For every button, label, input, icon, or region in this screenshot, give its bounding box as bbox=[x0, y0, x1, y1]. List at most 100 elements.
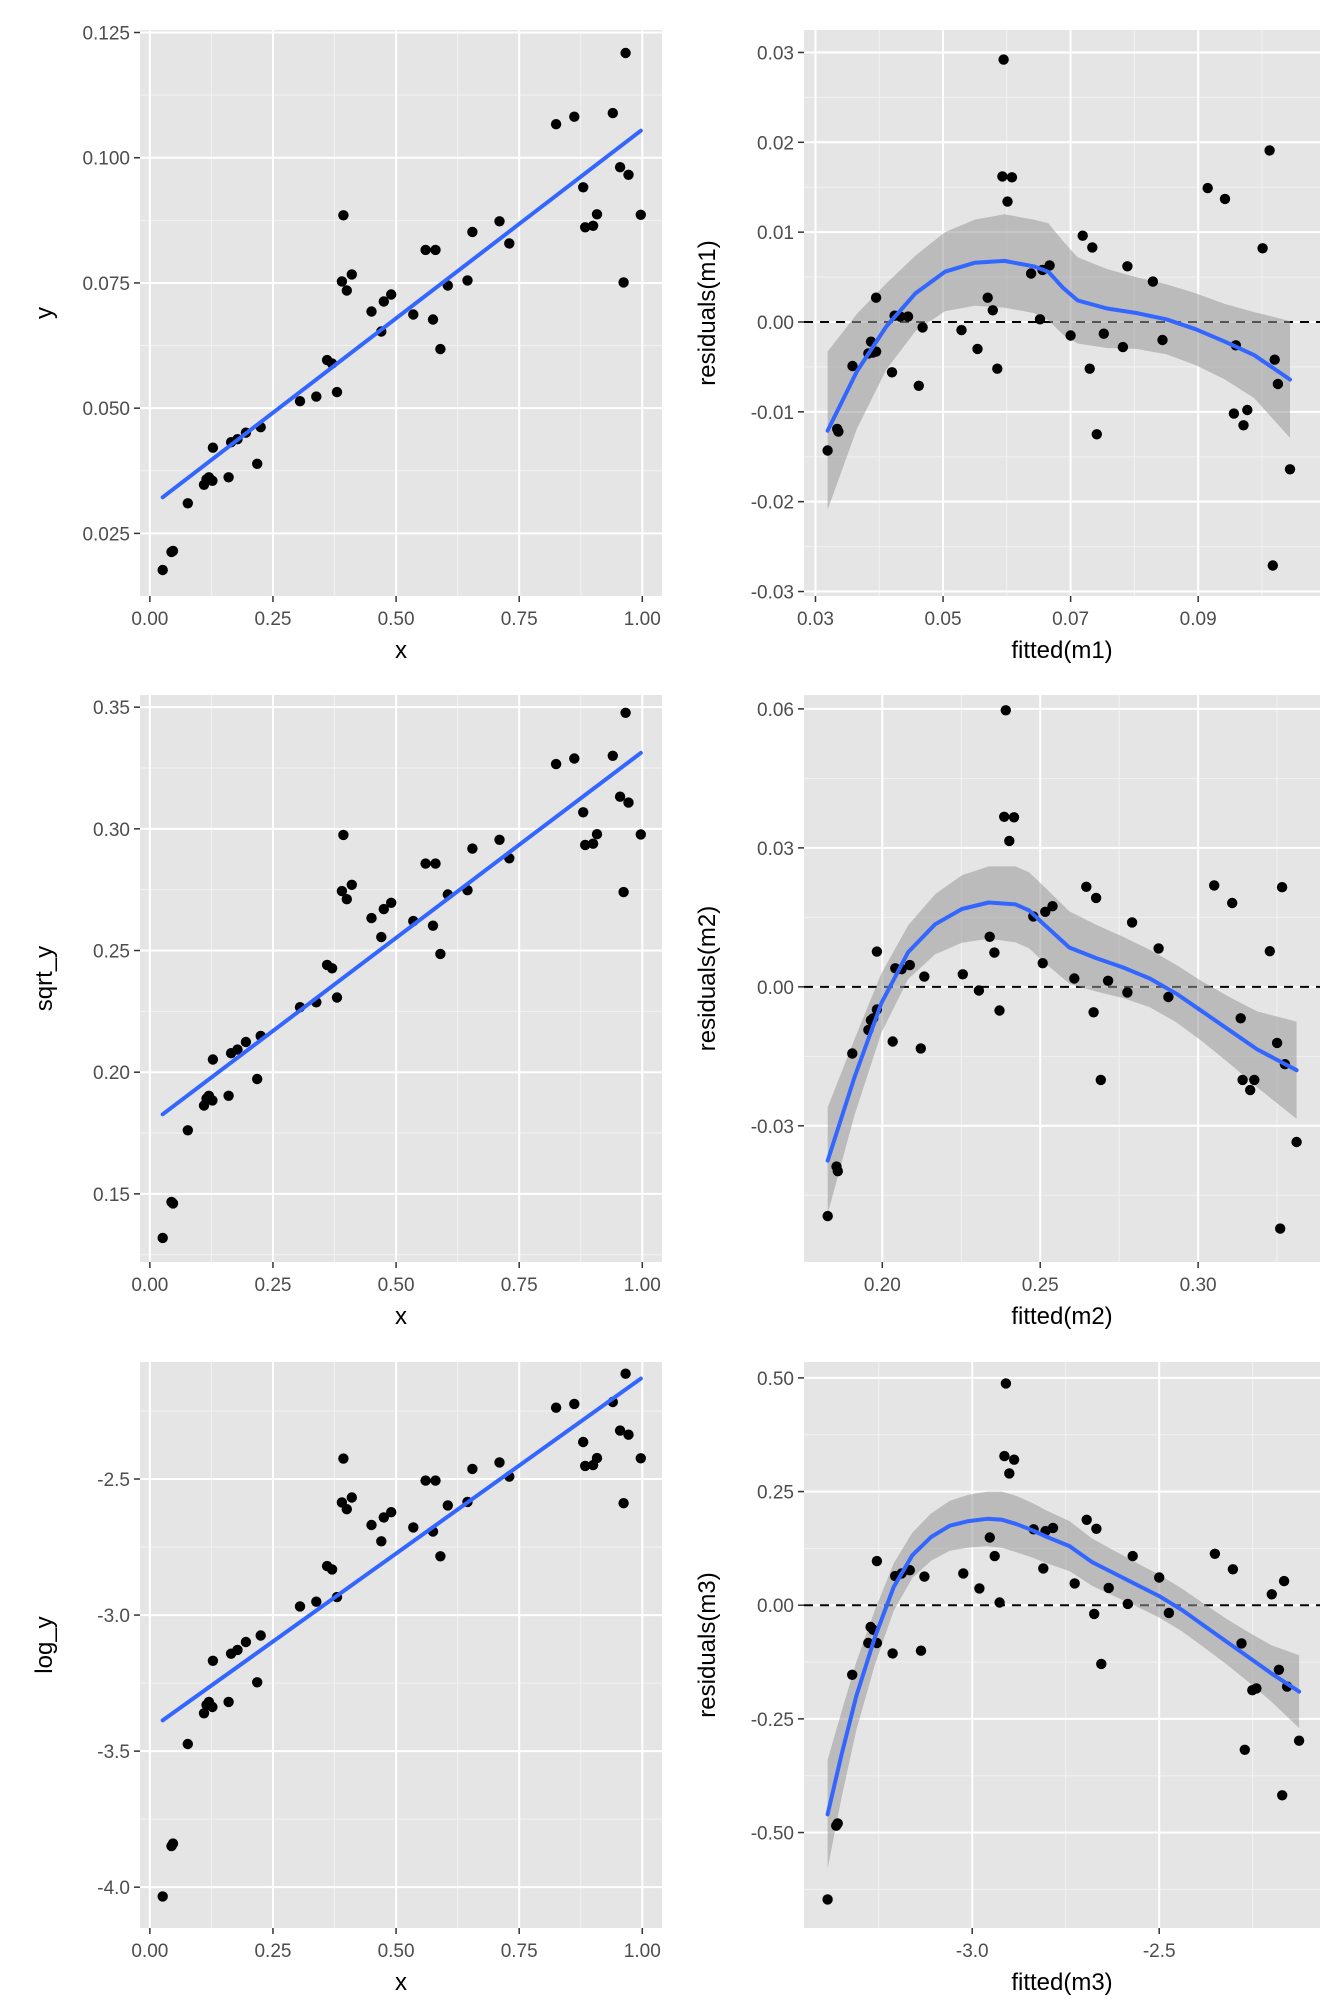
data-point bbox=[252, 1677, 263, 1688]
data-point bbox=[614, 791, 626, 802]
data-point bbox=[994, 1597, 1005, 1608]
y-tick-label: 0.00 bbox=[757, 978, 794, 999]
data-point bbox=[1102, 975, 1114, 986]
data-point bbox=[430, 1475, 441, 1486]
data-point bbox=[635, 829, 646, 840]
data-point bbox=[376, 931, 387, 943]
y-tick-label: 0.15 bbox=[93, 1185, 130, 1206]
data-point bbox=[1147, 276, 1159, 287]
data-point bbox=[1157, 334, 1168, 346]
y-tick-label: 0.50 bbox=[757, 1369, 794, 1390]
x-tick-label: -3.0 bbox=[956, 1941, 989, 1962]
y-tick-label: 0.02 bbox=[757, 133, 794, 154]
data-point bbox=[207, 1655, 219, 1667]
x-tick-label: 0.50 bbox=[378, 1941, 415, 1962]
y-tick-label: -0.03 bbox=[751, 1117, 794, 1138]
x-tick-label: 0.00 bbox=[131, 1275, 168, 1296]
data-point bbox=[167, 545, 179, 557]
data-point bbox=[902, 311, 914, 322]
data-point bbox=[252, 1073, 263, 1085]
data-point bbox=[386, 289, 397, 300]
data-point bbox=[1000, 1378, 1012, 1389]
x-tick-label: -2.5 bbox=[1143, 1941, 1176, 1962]
data-point bbox=[1047, 1522, 1059, 1534]
y-tick-label: -2.5 bbox=[97, 1470, 130, 1491]
data-point bbox=[207, 1701, 218, 1713]
data-point bbox=[1237, 1074, 1248, 1086]
data-point bbox=[591, 829, 603, 840]
data-point bbox=[607, 107, 618, 119]
data-point bbox=[550, 758, 562, 770]
y-tick-label: 0.025 bbox=[82, 524, 130, 545]
data-point bbox=[1069, 1578, 1080, 1589]
y-axis-title: residuals(m3) bbox=[694, 1572, 721, 1717]
data-point bbox=[1249, 1074, 1260, 1086]
data-point bbox=[462, 275, 473, 286]
data-point bbox=[1291, 1136, 1302, 1148]
data-point bbox=[614, 1425, 626, 1436]
data-point bbox=[1293, 1735, 1305, 1746]
data-point bbox=[618, 1498, 629, 1509]
data-point bbox=[587, 838, 599, 849]
x-tick-label: 0.00 bbox=[131, 609, 168, 630]
data-point bbox=[822, 1894, 833, 1905]
y-tick-label: 0.00 bbox=[757, 1596, 794, 1617]
data-point bbox=[550, 119, 562, 130]
data-point bbox=[420, 1475, 431, 1486]
data-point bbox=[326, 963, 338, 974]
data-point bbox=[467, 1463, 478, 1475]
data-point bbox=[223, 472, 234, 483]
data-point bbox=[1098, 328, 1110, 339]
data-point bbox=[550, 1402, 562, 1413]
data-point bbox=[232, 1644, 243, 1656]
data-point bbox=[999, 1450, 1010, 1462]
data-point bbox=[870, 292, 882, 303]
data-point bbox=[1038, 1563, 1049, 1574]
data-point bbox=[887, 1648, 898, 1659]
data-point bbox=[223, 1696, 234, 1708]
y-tick-label: 0.20 bbox=[93, 1063, 130, 1084]
y-tick-label: 0.050 bbox=[82, 399, 130, 420]
panel-background bbox=[140, 695, 662, 1262]
data-point bbox=[240, 1036, 252, 1048]
data-point bbox=[578, 807, 589, 818]
data-point bbox=[1004, 1468, 1015, 1479]
panel-p5: 0.00 0.25 0.50 0.75 1.00 -4.0 -3.5 -3.0 -2.5 x log… bbox=[31, 1362, 662, 1996]
panel-p4: 0.20 0.25 0.30 -0.03 0.00 0.03 0.06 fitted(m2) r… bbox=[694, 695, 1320, 1330]
data-point bbox=[1122, 1598, 1134, 1610]
x-tick-label: 0.05 bbox=[925, 609, 962, 630]
data-point bbox=[1091, 429, 1103, 440]
data-point bbox=[623, 169, 634, 180]
data-point bbox=[182, 1738, 193, 1750]
panel-p2: 0.03 0.05 0.07 0.09 -0.03 -0.02 -0.01 0.00 0.01 0… bbox=[694, 30, 1320, 664]
data-point bbox=[294, 1601, 306, 1612]
data-point bbox=[207, 1054, 219, 1065]
data-point bbox=[607, 750, 618, 761]
data-point bbox=[1088, 1007, 1099, 1018]
data-point bbox=[442, 1500, 453, 1511]
data-point bbox=[1163, 991, 1174, 1003]
data-point bbox=[1269, 354, 1280, 365]
data-point bbox=[972, 343, 983, 355]
data-point bbox=[998, 54, 1009, 65]
data-point bbox=[331, 386, 343, 398]
data-point bbox=[887, 1036, 898, 1047]
data-point bbox=[958, 1568, 969, 1579]
data-point bbox=[957, 969, 968, 980]
data-point bbox=[1277, 1790, 1288, 1801]
data-point bbox=[1153, 943, 1164, 954]
data-point bbox=[886, 367, 898, 378]
data-point bbox=[1126, 917, 1138, 928]
data-point bbox=[1081, 1514, 1092, 1526]
data-point bbox=[987, 305, 998, 316]
data-point bbox=[346, 879, 357, 890]
data-point bbox=[1278, 1575, 1290, 1587]
data-point bbox=[915, 1645, 927, 1656]
data-point bbox=[997, 171, 1008, 182]
data-point bbox=[427, 314, 439, 325]
data-point bbox=[1275, 1223, 1286, 1234]
data-point bbox=[1081, 881, 1092, 892]
data-point bbox=[569, 1398, 580, 1410]
loess-smooth-line bbox=[825, 900, 1299, 1163]
data-point bbox=[1271, 1037, 1283, 1049]
